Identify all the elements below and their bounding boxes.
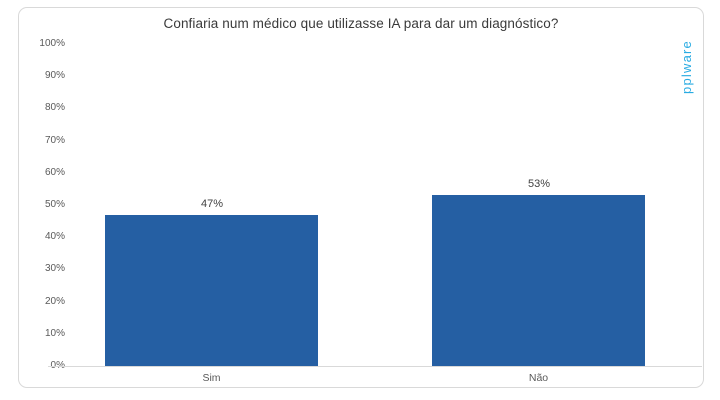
y-tick-label: 90%	[44, 70, 65, 82]
chart-frame: Confiaria num médico que utilizasse IA p…	[18, 7, 704, 388]
category-label-sim: Sim	[202, 372, 221, 384]
y-tick-label: 70%	[44, 134, 65, 146]
y-tick-label: 0%	[25, 360, 65, 372]
bar-sim	[105, 215, 318, 366]
y-tick-label: 50%	[44, 199, 65, 210]
x-axis-line	[48, 366, 702, 367]
y-tick-label: 40%	[44, 231, 65, 243]
y-tick-label: 10%	[44, 327, 65, 339]
y-tick-label: 100%	[39, 38, 65, 49]
pplware-watermark: pplware	[679, 40, 694, 94]
bar-não	[432, 195, 645, 366]
y-tick-label: 30%	[44, 263, 65, 275]
y-tick-label: 20%	[44, 295, 65, 307]
y-tick-label: 60%	[44, 166, 65, 178]
bar-value-label: 47%	[200, 198, 224, 210]
bar-value-label: 53%	[527, 178, 551, 190]
y-tick-label: 80%	[44, 102, 65, 114]
category-label-não: Não	[528, 372, 549, 384]
chart-title: Confiaria num médico que utilizasse IA p…	[163, 16, 559, 31]
